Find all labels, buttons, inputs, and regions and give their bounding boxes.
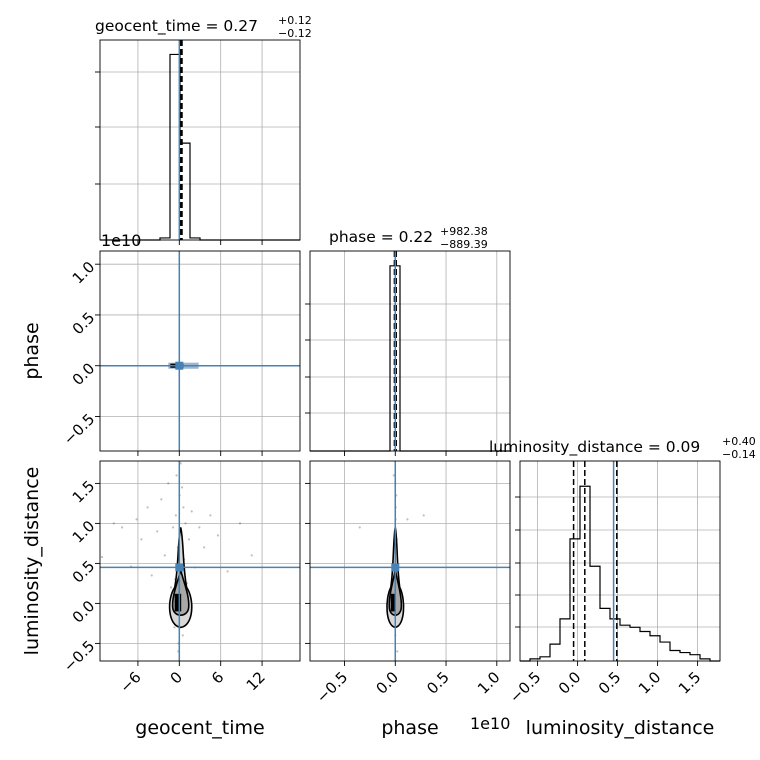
distance-vs-geocent-time-panel: −6 0 6 12 −0.5 0.0 0.5 1.0 1.5 <box>60 460 301 696</box>
scatter-point <box>226 570 229 573</box>
scatter-point <box>156 530 159 533</box>
panel-frame <box>519 460 721 662</box>
scatter-point <box>150 574 153 577</box>
scatter-point <box>175 474 178 477</box>
x-tick-label: −6 <box>116 668 144 696</box>
y-tick-label: 1.5 <box>69 477 99 507</box>
scatter-point <box>181 634 184 637</box>
y-tick-label: 1.0 <box>69 258 99 288</box>
scatter-point <box>174 514 177 517</box>
distance-title-minus: −0.14 <box>722 448 756 461</box>
scatter-point <box>172 526 175 529</box>
x-tick-label: 0.5 <box>595 668 625 698</box>
scatter-point <box>160 498 163 501</box>
scatter-point <box>140 538 143 541</box>
geocent-time-title-plus: +0.12 <box>278 14 312 27</box>
phase-x-axis-label: phase <box>381 717 438 739</box>
distance-vs-phase-panel: −0.5 0.0 0.5 1.0 <box>305 460 511 707</box>
x-tick-label: 12 <box>243 668 269 694</box>
geocent-time-title: geocent_time = 0.27 <box>95 17 258 36</box>
scatter-point <box>238 522 242 525</box>
phase-title-minus: −889.39 <box>440 238 488 251</box>
y-tick-label: 0.0 <box>69 597 99 627</box>
x-tick-label: 0.0 <box>373 668 403 698</box>
scatter-point <box>203 546 206 549</box>
y-tick-label: 0.5 <box>69 309 99 339</box>
scatter-point <box>358 526 361 529</box>
x-tick-label: 6 <box>208 668 227 687</box>
panel-frame <box>99 460 301 662</box>
distance-title-plus: +0.40 <box>722 435 756 448</box>
y-tick-label: 1.0 <box>69 517 99 547</box>
scatter-point <box>163 554 166 557</box>
scatter-point <box>216 534 220 537</box>
x-tick-label: 0.0 <box>555 668 585 698</box>
y-tick-label: −0.5 <box>60 637 98 675</box>
panel-frame <box>99 250 301 452</box>
truth-point <box>175 563 184 572</box>
y-tick-label: 0.0 <box>69 359 99 389</box>
y-tick-label: 0.5 <box>69 557 99 587</box>
scatter-point <box>173 626 176 629</box>
phase-y-axis-label: phase <box>21 322 43 379</box>
scatter-point <box>396 650 399 653</box>
phase-title: phase = 0.22 <box>329 228 433 246</box>
scatter-point <box>182 506 185 509</box>
scatter-point <box>209 514 212 517</box>
x-tick-label: 1.5 <box>675 668 705 698</box>
density-peak <box>174 593 182 612</box>
density-peak <box>390 593 396 612</box>
truth-point <box>391 563 400 572</box>
distance-title: luminosity_distance = 0.09 <box>489 438 700 457</box>
panel-frame <box>99 39 301 241</box>
phase-title-plus: +982.38 <box>440 225 488 238</box>
scatter-point <box>146 506 149 509</box>
x-tick-label: 1.0 <box>474 668 504 698</box>
phase-x-offset-label: 1e10 <box>470 714 510 733</box>
y-tick-label: −0.5 <box>60 410 98 448</box>
histogram-step <box>310 265 510 452</box>
geocent-time-title-minus: −0.12 <box>278 27 312 40</box>
scatter-point <box>169 586 173 589</box>
panel-frame <box>309 250 511 452</box>
truth-point <box>175 361 184 370</box>
distance-x-axis-label: luminosity_distance <box>526 717 715 739</box>
distance-hist-panel: −0.5 0.0 0.5 1.0 1.5 <box>506 460 721 707</box>
distance-y-axis-label: luminosity_distance <box>21 467 43 656</box>
geocent-time-hist-panel <box>95 39 301 245</box>
phase-hist-panel <box>305 250 511 456</box>
x-tick-label: 0 <box>167 668 186 687</box>
scatter-point <box>392 474 395 477</box>
scatter-point <box>184 522 187 525</box>
phase-vs-geocent-time-panel: −0.5 0.0 0.5 1.0 <box>60 250 301 456</box>
scatter-point <box>250 554 253 557</box>
geocent-time-x-axis-label: geocent_time <box>135 717 264 739</box>
scatter-point <box>100 555 104 559</box>
x-tick-label: −0.5 <box>506 668 544 706</box>
x-tick-label: 1.0 <box>635 668 665 698</box>
histogram-step <box>100 53 300 241</box>
scatter-point <box>187 538 191 541</box>
scatter-point <box>180 486 184 489</box>
panel-frame <box>309 460 511 662</box>
scatter-point <box>120 526 124 529</box>
scatter-point <box>190 510 193 513</box>
phase-y-offset-label: 1e10 <box>101 231 141 250</box>
scatter-point <box>179 462 182 465</box>
scatter-point <box>135 518 138 521</box>
scatter-point <box>112 522 115 525</box>
x-tick-label: −0.5 <box>313 668 351 706</box>
scatter-point <box>167 482 170 485</box>
scatter-point <box>406 518 409 521</box>
histogram-step <box>520 485 720 662</box>
scatter-point <box>422 514 425 517</box>
x-tick-label: 0.5 <box>423 668 453 698</box>
scatter-point <box>198 526 201 529</box>
